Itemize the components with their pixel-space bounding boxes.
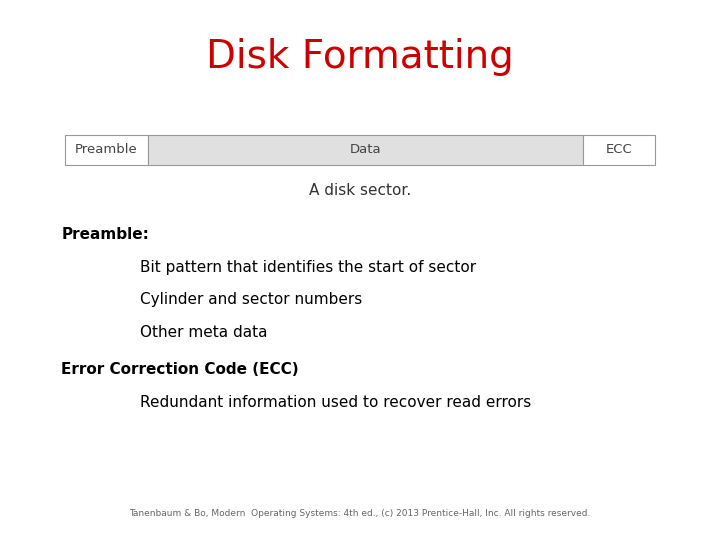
- Bar: [65, 135, 148, 165]
- Text: Preamble: Preamble: [75, 143, 138, 157]
- Text: Bit pattern that identifies the start of sector: Bit pattern that identifies the start of…: [140, 260, 477, 275]
- Text: Error Correction Code (ECC): Error Correction Code (ECC): [61, 362, 299, 377]
- Text: Preamble:: Preamble:: [61, 227, 149, 242]
- Text: Data: Data: [350, 143, 381, 157]
- Text: ECC: ECC: [606, 143, 633, 157]
- Text: Redundant information used to recover read errors: Redundant information used to recover re…: [140, 395, 531, 410]
- Text: Cylinder and sector numbers: Cylinder and sector numbers: [140, 292, 363, 307]
- Text: Tanenbaum & Bo, Modern  Operating Systems: 4th ed., (c) 2013 Prentice-Hall, Inc.: Tanenbaum & Bo, Modern Operating Systems…: [130, 509, 590, 518]
- Bar: [583, 135, 655, 165]
- Text: Disk Formatting: Disk Formatting: [206, 38, 514, 76]
- Text: Other meta data: Other meta data: [140, 325, 268, 340]
- Bar: [148, 135, 583, 165]
- Text: A disk sector.: A disk sector.: [309, 183, 411, 198]
